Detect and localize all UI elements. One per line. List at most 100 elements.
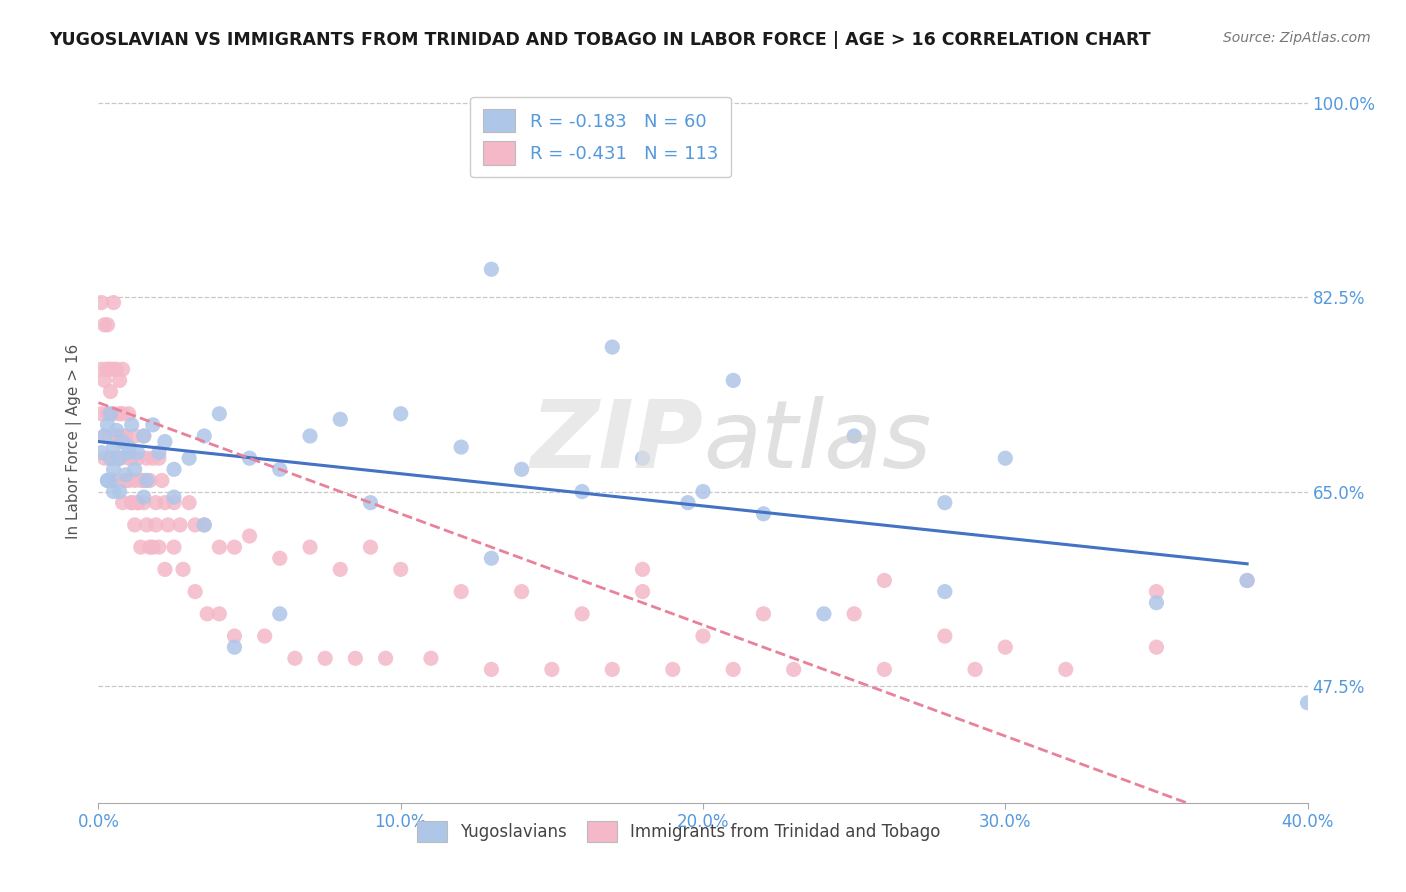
Point xyxy=(148,445,170,459)
Point xyxy=(450,584,472,599)
Point xyxy=(118,407,141,421)
Point xyxy=(129,474,152,488)
Point xyxy=(96,407,118,421)
Point xyxy=(108,451,131,466)
Point xyxy=(1144,640,1167,655)
Point xyxy=(118,440,141,454)
Point xyxy=(193,517,215,532)
Point xyxy=(93,451,115,466)
Point xyxy=(389,407,412,421)
Point xyxy=(571,607,593,621)
Point xyxy=(121,417,143,432)
Point xyxy=(118,445,141,459)
Point xyxy=(934,496,956,510)
Point xyxy=(103,474,125,488)
Point xyxy=(1236,574,1258,588)
Point xyxy=(481,262,503,277)
Point xyxy=(127,445,149,459)
Point xyxy=(96,474,118,488)
Point xyxy=(142,540,165,554)
Point xyxy=(179,451,201,466)
Point xyxy=(90,295,112,310)
Text: atlas: atlas xyxy=(703,396,931,487)
Point xyxy=(934,584,956,599)
Point xyxy=(124,474,146,488)
Point xyxy=(129,540,152,554)
Point xyxy=(299,540,322,554)
Point xyxy=(100,362,122,376)
Point xyxy=(135,474,157,488)
Point xyxy=(844,429,866,443)
Point xyxy=(284,651,307,665)
Point xyxy=(184,584,207,599)
Point xyxy=(314,651,336,665)
Point xyxy=(90,362,112,376)
Point xyxy=(602,662,624,676)
Point xyxy=(93,373,115,387)
Y-axis label: In Labor Force | Age > 16: In Labor Force | Age > 16 xyxy=(66,344,83,539)
Point xyxy=(105,424,128,438)
Point xyxy=(163,490,186,504)
Point xyxy=(111,362,134,376)
Point xyxy=(253,629,276,643)
Point xyxy=(127,496,149,510)
Point xyxy=(100,451,122,466)
Point xyxy=(127,451,149,466)
Point xyxy=(93,318,115,332)
Point xyxy=(193,517,215,532)
Point xyxy=(100,407,122,421)
Point xyxy=(299,429,322,443)
Point xyxy=(145,517,167,532)
Point xyxy=(135,517,157,532)
Point xyxy=(103,407,125,421)
Point xyxy=(965,662,987,676)
Point xyxy=(163,540,186,554)
Point xyxy=(344,651,367,665)
Point xyxy=(813,607,835,621)
Point xyxy=(602,340,624,354)
Point xyxy=(481,551,503,566)
Point xyxy=(96,362,118,376)
Point xyxy=(108,451,131,466)
Point xyxy=(121,496,143,510)
Point xyxy=(269,607,291,621)
Point xyxy=(153,434,176,449)
Point xyxy=(179,496,201,510)
Point xyxy=(420,651,443,665)
Point xyxy=(239,529,262,543)
Text: ZIP: ZIP xyxy=(530,395,703,488)
Point xyxy=(269,551,291,566)
Legend: Yugoslavians, Immigrants from Trinidad and Tobago: Yugoslavians, Immigrants from Trinidad a… xyxy=(411,814,948,848)
Point xyxy=(105,362,128,376)
Point xyxy=(450,440,472,454)
Point xyxy=(93,429,115,443)
Point xyxy=(132,429,155,443)
Point xyxy=(752,607,775,621)
Point xyxy=(224,540,246,554)
Point xyxy=(114,467,136,482)
Point xyxy=(723,373,745,387)
Point xyxy=(132,496,155,510)
Point xyxy=(752,507,775,521)
Point xyxy=(360,540,382,554)
Point xyxy=(631,584,654,599)
Point xyxy=(132,490,155,504)
Point xyxy=(111,429,134,443)
Point xyxy=(510,462,533,476)
Point xyxy=(103,484,125,499)
Point xyxy=(96,362,118,376)
Point xyxy=(1236,574,1258,588)
Point xyxy=(90,407,112,421)
Point xyxy=(100,451,122,466)
Point xyxy=(90,445,112,459)
Point xyxy=(571,484,593,499)
Point xyxy=(1296,696,1319,710)
Point xyxy=(142,451,165,466)
Point xyxy=(873,574,896,588)
Point xyxy=(103,462,125,476)
Point xyxy=(1144,596,1167,610)
Point xyxy=(150,474,173,488)
Point xyxy=(139,474,162,488)
Point xyxy=(111,496,134,510)
Point xyxy=(783,662,806,676)
